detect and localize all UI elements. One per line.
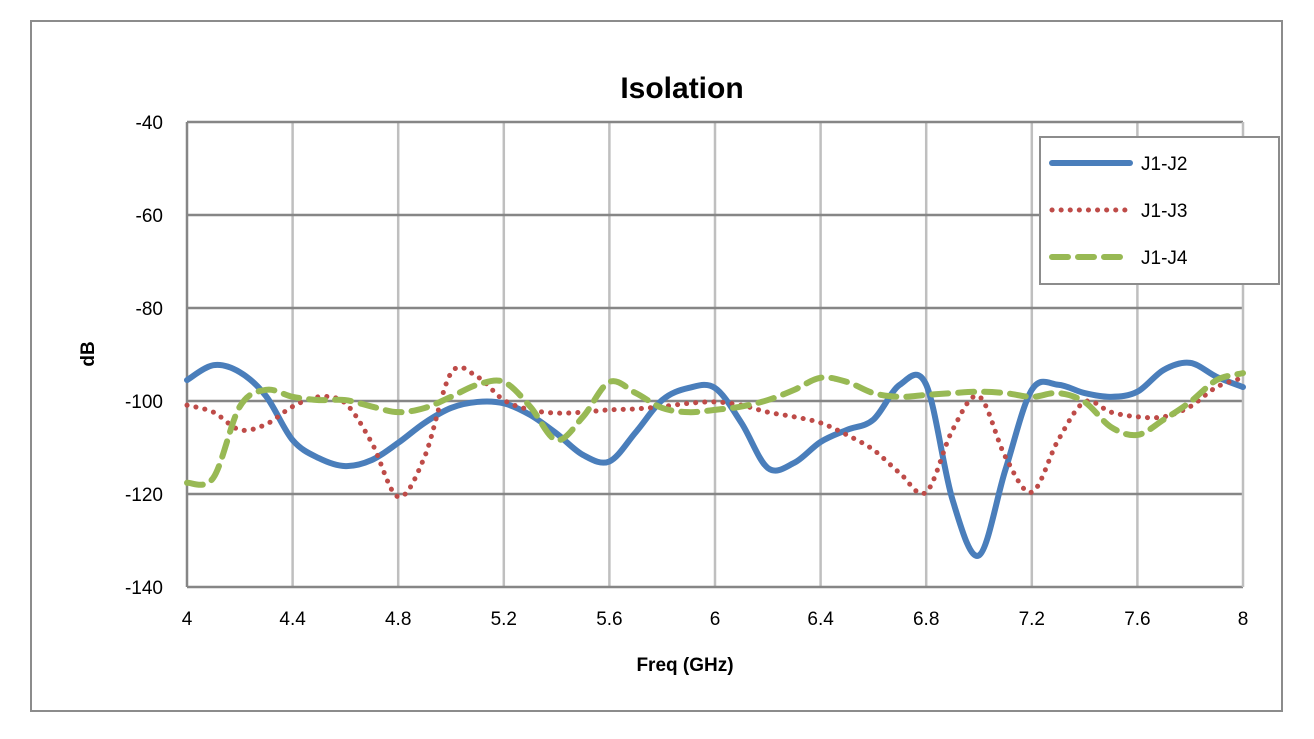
y-tick-label: -80 <box>136 299 163 320</box>
chart-frame <box>30 20 1283 712</box>
x-axis-label: Freq (GHz) <box>636 655 733 676</box>
y-axis-label: dB <box>78 341 99 366</box>
x-tick-label: 7.2 <box>1019 609 1045 630</box>
legend-label-j1-j4: J1-J4 <box>1141 248 1188 269</box>
series-line-j1-j3 <box>184 364 1246 500</box>
chart-title: Isolation <box>620 72 743 105</box>
x-tick-label: 8 <box>1238 609 1249 630</box>
series-line-j1-j4 <box>184 370 1246 488</box>
x-tick-label: 4.4 <box>279 609 306 630</box>
x-tick-label: 5.2 <box>491 609 517 630</box>
series-line-j1-j2 <box>184 359 1246 559</box>
y-tick-label: -140 <box>125 578 163 599</box>
x-tick-label: 6 <box>710 609 721 630</box>
legend-label-j1-j3: J1-J3 <box>1141 201 1187 222</box>
x-tick-label: 4 <box>182 609 193 630</box>
x-tick-label: 5.6 <box>596 609 622 630</box>
y-tick-label: -100 <box>125 392 163 413</box>
legend-label-j1-j2: J1-J2 <box>1141 154 1187 175</box>
x-tick-label: 6.4 <box>807 609 834 630</box>
x-tick-label: 4.8 <box>385 609 411 630</box>
x-tick-label: 6.8 <box>913 609 939 630</box>
legend: J1-J2 J1-J3 J1-J4 <box>1039 136 1280 285</box>
y-tick-label: -120 <box>125 485 163 506</box>
y-tick-label: -40 <box>136 113 163 134</box>
x-tick-label: 7.6 <box>1124 609 1150 630</box>
y-tick-label: -60 <box>136 206 163 227</box>
